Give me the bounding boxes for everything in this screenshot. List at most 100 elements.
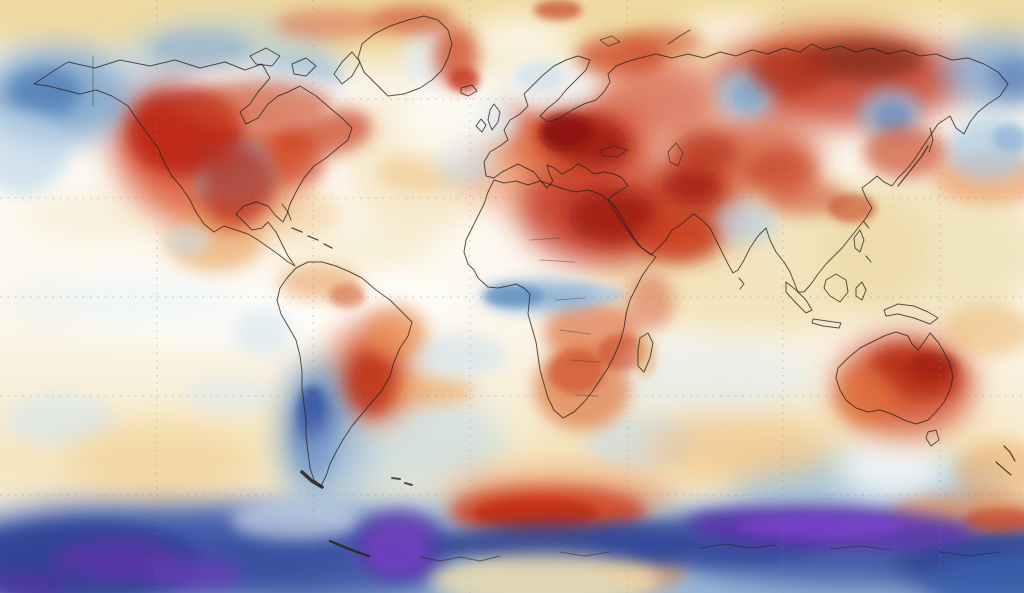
- anomaly-blob-australia-darkest: [908, 352, 956, 380]
- anomaly-blob-archipelago-blue-1: [148, 30, 252, 66]
- anomaly-blob-mexico-west-blue: [166, 224, 210, 256]
- coastline-tierra-del-fuego: [300, 470, 324, 489]
- coastline-tasmania: [925, 429, 940, 447]
- anomaly-blob-wafrica-blue-core: [484, 285, 544, 307]
- coastline-sulawesi: [855, 281, 867, 301]
- anomaly-blob-atl-equator-blue: [410, 334, 506, 378]
- coastline-antarctic-coast-3: [699, 543, 776, 549]
- anomaly-blob-peru-coast-blue: [232, 308, 292, 356]
- anomaly-blob-amur-red: [863, 126, 947, 178]
- coastline-borneo: [823, 273, 849, 303]
- coastline-new-zealand: [995, 445, 1016, 476]
- coastline-antarctic-coast-4: [829, 545, 1001, 557]
- anomaly-blob-arctic-white-1: [465, 18, 575, 62]
- anomaly-blob-china-red-spot: [828, 193, 876, 223]
- anomaly-blob-arctic-top-red2: [275, 8, 385, 40]
- anomaly-blob-natl-white: [392, 80, 492, 160]
- anomaly-blob-arctic-top-red: [370, 5, 454, 35]
- anomaly-blob-bottomright-corner-blue: [927, 552, 1024, 593]
- anomaly-blob-pacific-equator-blue: [0, 284, 240, 316]
- anomaly-blob-australia-west-orange: [836, 368, 896, 424]
- anomaly-blob-tibet-red: [766, 180, 846, 216]
- anomaly-blob-scand-blue-hint: [516, 62, 564, 90]
- coastline-south-america: [276, 261, 413, 487]
- anomaly-blob-ne-brazil-orange: [366, 306, 426, 358]
- coastline-svalbard: [599, 35, 621, 47]
- anomaly-blob-venezuela-red-spot: [329, 284, 365, 308]
- coastline-new-guinea: [883, 303, 939, 325]
- anomaly-blob-esiberia-core: [876, 102, 910, 130]
- anomaly-blob-wna-core2: [201, 143, 275, 227]
- anomaly-blob-s-pacific-lightblue-1: [5, 394, 115, 446]
- coastline-taiwan: [863, 221, 870, 229]
- coastline-antarctic-coast-2: [559, 551, 611, 557]
- coastline-philippines: [853, 229, 872, 263]
- anomaly-blob-mideast-dark: [662, 166, 722, 206]
- anomaly-blob-wsiberia-core: [732, 81, 764, 109]
- coastline-novaya-zemlya: [667, 29, 691, 45]
- anomaly-blob-top-center-red-spot: [534, 0, 582, 20]
- anomaly-blob-left-purple-3: [0, 571, 72, 593]
- anomaly-blob-nw-coast-lightblue: [0, 110, 68, 194]
- anomaly-blob-okhotsk-core: [992, 124, 1024, 152]
- anomaly-blob-greenland-se-red: [449, 68, 479, 92]
- coastline-florida: [281, 203, 292, 221]
- coastline-falklands: [391, 477, 413, 486]
- coastline-sri-lanka: [738, 277, 745, 290]
- anomaly-blob-s-pacific-lightblue-2: [183, 378, 273, 414]
- anomaly-blob-left-purple-1: [53, 538, 177, 582]
- anomaly-blob-white-gap-s-australia: [838, 436, 948, 500]
- coastline-madagascar: [637, 332, 654, 373]
- anomaly-blob-arctic-white-2: [685, 16, 775, 48]
- coastline-australia: [835, 331, 954, 425]
- anomaly-blob-left-purple-2: [147, 556, 243, 592]
- coastline-north-america: [33, 59, 353, 267]
- coastline-antarctic-peninsula: [328, 539, 371, 558]
- anomaly-blob-kenya-red: [626, 274, 674, 330]
- coastline-great-britain: [487, 103, 501, 131]
- anomaly-blob-bottom-center-cream: [430, 554, 660, 593]
- anomaly-blob-right-purple-core: [737, 513, 907, 539]
- anomaly-blob-bering-core: [9, 68, 81, 116]
- anomaly-blob-spurple-samerica-core: [368, 528, 424, 572]
- coastline-black-sea: [599, 145, 629, 158]
- anomaly-blob-bottomright-red-core: [964, 508, 1024, 532]
- anomaly-blob-safrica-red: [548, 350, 604, 394]
- anomaly-blob-kazakh-dark: [674, 132, 738, 172]
- coastline-japan: [897, 145, 929, 187]
- coastline-canadian-arch-2: [291, 57, 317, 77]
- anomaly-blob-nz-orange: [955, 440, 1024, 504]
- anomaly-blob-india-blue: [713, 200, 777, 244]
- anomaly-blob-coral-sea-tan: [943, 304, 1024, 356]
- coastline-greenland: [357, 15, 453, 97]
- coastline-africa: [463, 179, 657, 419]
- coastline-africa-interior-borders: [529, 237, 601, 397]
- anomaly-blob-madagascar-orange: [633, 334, 657, 378]
- coastline-caspian-sea: [667, 142, 684, 167]
- coastline-canadian-arch-1: [249, 47, 281, 67]
- coastline-sumatra: [785, 281, 813, 314]
- coastline-java: [811, 318, 842, 329]
- anomaly-blob-siberia-maroon: [800, 40, 924, 80]
- anomaly-blob-chukotka-core: [988, 58, 1024, 98]
- coastline-antarctic-coast-1: [419, 555, 501, 562]
- anomaly-blob-argentina-halo: [284, 425, 380, 515]
- anomaly-blob-svalbard-red-ext: [622, 28, 702, 56]
- anomaly-blob-siberia-dark2: [750, 48, 830, 96]
- anomaly-blob-sahara-dark: [567, 189, 657, 243]
- anomaly-blob-arabia-red: [638, 214, 718, 262]
- anomaly-blob-wna-north-ext: [192, 81, 332, 129]
- anomaly-blob-w-russia-red: [600, 58, 720, 142]
- anomaly-blob-antarctic-red-core: [474, 498, 598, 528]
- coastline-iceland: [460, 84, 478, 97]
- coastline-eurasia: [483, 43, 1009, 293]
- anomaly-blob-s-pacific-orange: [65, 426, 255, 498]
- anomaly-blob-wafrica-blue-ext: [560, 284, 624, 306]
- coastline-caribbean-islands: [291, 227, 333, 249]
- anomaly-blob-europe-darkest: [540, 115, 592, 149]
- coastline-layer: [33, 15, 1016, 562]
